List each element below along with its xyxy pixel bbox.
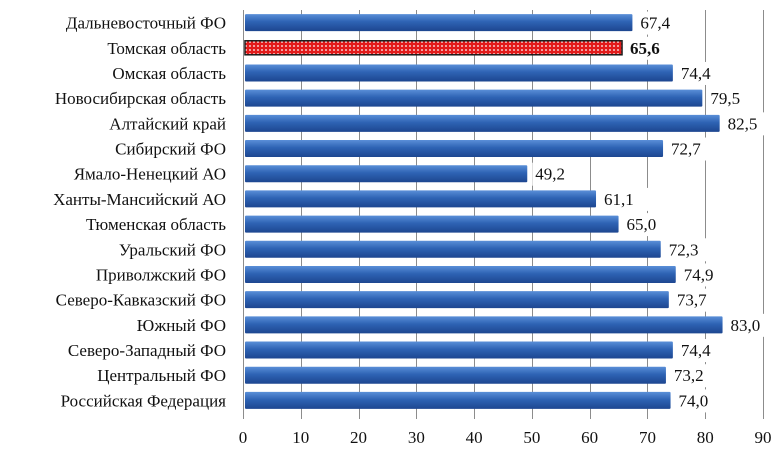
x-tick-label: 0 xyxy=(239,428,248,447)
value-label-bg xyxy=(627,36,680,60)
category-label: Российская Федерация xyxy=(61,391,227,410)
category-label: Северо-Западный ФО xyxy=(68,341,226,360)
value-label: 65,6 xyxy=(630,39,660,58)
value-label-bg xyxy=(677,61,730,85)
category-label: Томская область xyxy=(107,39,226,58)
value-label: 74,4 xyxy=(681,64,711,83)
category-labels: Дальневосточный ФО Томская область Омская … xyxy=(53,14,226,411)
category-label: Тюменская область xyxy=(86,215,226,234)
category-label: Северо-Кавказский ФО xyxy=(56,291,226,310)
bar xyxy=(245,114,720,132)
value-labels: 67,4 65,6 74,4 79,5 82,5 72,7 49,2 61,1 65,0 72,3… xyxy=(532,11,775,413)
value-label: 67,4 xyxy=(640,14,670,33)
value-label-bg xyxy=(707,87,760,111)
category-label: Новосибирская область xyxy=(55,89,226,108)
x-tick-label: 50 xyxy=(523,428,540,447)
value-label: 74,4 xyxy=(681,341,711,360)
category-label: Алтайский край xyxy=(109,114,226,133)
value-label-bg xyxy=(680,263,733,287)
value-label: 83,0 xyxy=(731,316,761,335)
x-tick-label: 60 xyxy=(581,428,598,447)
value-label-bg xyxy=(673,288,726,312)
category-label: Ямало-Ненецкий АО xyxy=(74,165,226,184)
value-label-bg xyxy=(677,339,730,363)
value-label: 82,5 xyxy=(728,114,758,133)
x-axis-tick-labels: 0 10 20 30 40 50 60 70 80 90 xyxy=(239,428,772,447)
bar xyxy=(245,14,633,32)
bar xyxy=(245,265,676,283)
category-label: Омская область xyxy=(112,64,226,83)
value-label: 72,7 xyxy=(671,140,701,159)
x-tick-label: 10 xyxy=(292,428,309,447)
category-label: Ханты-Мансийский АО xyxy=(53,190,226,209)
value-label-bg xyxy=(668,137,721,161)
value-label: 49,2 xyxy=(535,165,565,184)
value-label-bg xyxy=(623,213,676,237)
value-label-bg xyxy=(727,313,775,337)
value-label: 61,1 xyxy=(604,190,634,209)
x-tick-label: 70 xyxy=(639,428,656,447)
bars xyxy=(244,14,723,409)
value-label: 79,5 xyxy=(710,89,740,108)
bar xyxy=(245,341,673,359)
x-tick-label: 40 xyxy=(466,428,483,447)
bar xyxy=(245,140,664,158)
bar-highlighted xyxy=(244,40,623,56)
value-label-bg xyxy=(601,187,654,211)
bar xyxy=(245,215,619,233)
value-label: 65,0 xyxy=(627,215,657,234)
category-label: Южный ФО xyxy=(137,316,226,335)
category-label: Дальневосточный ФО xyxy=(66,14,226,33)
value-label: 74,9 xyxy=(684,265,714,284)
x-tick-label: 80 xyxy=(697,428,714,447)
value-label: 73,2 xyxy=(674,366,704,385)
value-label-bg xyxy=(532,162,585,186)
category-label: Уральский ФО xyxy=(119,240,226,259)
value-label: 73,7 xyxy=(677,291,707,310)
value-label: 74,0 xyxy=(679,391,709,410)
value-label-bg xyxy=(724,112,775,136)
value-label-bg xyxy=(637,11,690,35)
bar xyxy=(245,165,528,183)
bar xyxy=(245,391,671,409)
value-label: 72,3 xyxy=(669,240,699,259)
bar xyxy=(245,190,597,208)
value-label-bg xyxy=(675,389,728,413)
category-label: Сибирский ФО xyxy=(115,140,226,159)
bar xyxy=(245,89,703,107)
bar xyxy=(245,64,673,82)
bar xyxy=(245,316,723,334)
x-tick-label: 20 xyxy=(350,428,367,447)
x-tick-label: 30 xyxy=(408,428,425,447)
x-tick-label: 90 xyxy=(755,428,772,447)
bar xyxy=(245,240,661,258)
bar xyxy=(245,366,666,384)
category-label: Приволжский ФО xyxy=(96,265,226,284)
value-label-bg xyxy=(665,238,718,262)
bar xyxy=(245,291,669,309)
category-label: Центральный ФО xyxy=(97,366,226,385)
value-label-bg xyxy=(670,364,723,388)
